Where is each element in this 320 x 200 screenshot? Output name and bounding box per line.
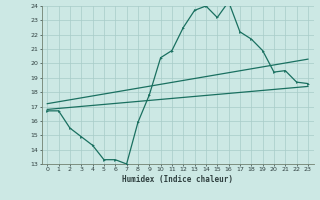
X-axis label: Humidex (Indice chaleur): Humidex (Indice chaleur) (122, 175, 233, 184)
